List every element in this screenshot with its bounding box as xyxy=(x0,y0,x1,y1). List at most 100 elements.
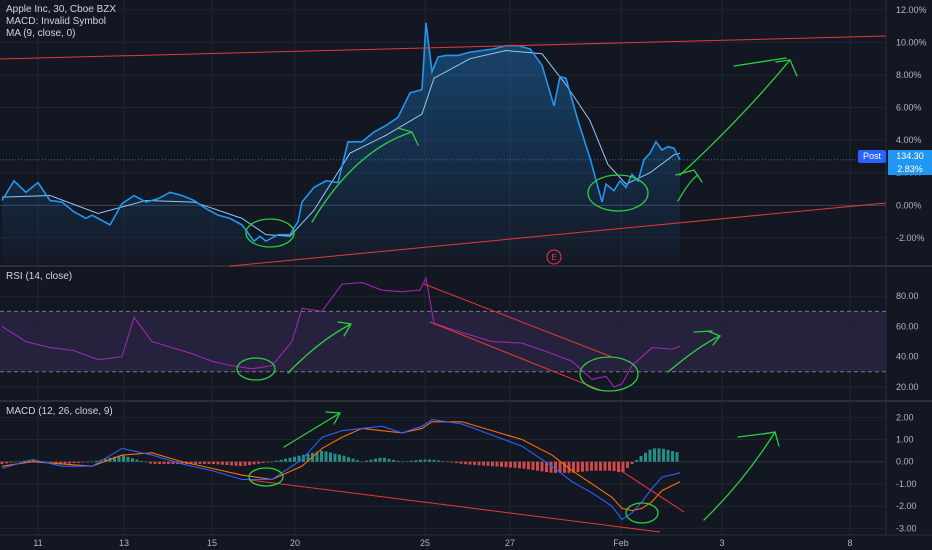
macd-histogram-bar xyxy=(122,455,125,462)
macd-histogram-bar xyxy=(446,461,449,463)
post-price-badge: 134.30 xyxy=(888,150,932,163)
macd-histogram-bar xyxy=(131,458,134,462)
macd-y-tick-label: -2.00 xyxy=(896,501,917,511)
macd-histogram-bar xyxy=(500,461,503,467)
trendline xyxy=(423,283,613,358)
macd-histogram-bar xyxy=(396,460,400,462)
macd-histogram-bar xyxy=(644,452,647,462)
macd-histogram-bar xyxy=(117,455,121,462)
macd-histogram-bar xyxy=(270,461,274,463)
macd-histogram-bar xyxy=(347,457,350,462)
macd-histogram-bar xyxy=(383,457,386,462)
macd-histogram-bar xyxy=(590,461,593,471)
macd-histogram-bar xyxy=(653,448,656,462)
macd-histogram-bar xyxy=(509,461,512,468)
macd-histogram-bar xyxy=(45,461,49,463)
post-badge: Post xyxy=(858,150,886,163)
macd-histogram-bar xyxy=(14,461,17,463)
macd-histogram-bar xyxy=(401,461,404,463)
macd-histogram-bar xyxy=(410,460,413,462)
macd-histogram-bar xyxy=(63,461,67,464)
macd-histogram-bar xyxy=(423,459,427,462)
macd-histogram-bar xyxy=(126,456,130,462)
macd-histogram-bar xyxy=(180,461,184,464)
macd-histogram-bar xyxy=(243,461,247,466)
x-tick-label: 13 xyxy=(119,538,129,548)
macd-histogram-bar xyxy=(158,461,161,464)
macd-histogram-bar xyxy=(666,449,670,462)
main-y-tick-label: -2.00% xyxy=(896,233,925,243)
macd-histogram-bar xyxy=(428,459,431,462)
macd-histogram-bar xyxy=(482,461,485,466)
macd-histogram-bar xyxy=(288,457,292,462)
macd-y-tick-label: 2.00 xyxy=(896,412,914,422)
macd-histogram-bar xyxy=(450,461,454,463)
rsi-line xyxy=(1,276,681,388)
price-area-fill xyxy=(2,22,680,264)
macd-histogram-bar xyxy=(540,461,544,472)
macd-histogram-bar xyxy=(68,461,71,464)
macd-histogram-bar xyxy=(144,461,148,463)
macd-histogram-bar xyxy=(531,461,535,471)
main-y-tick-label: 0.00% xyxy=(896,200,922,210)
main-y-tick-label: 12.00% xyxy=(896,5,927,15)
macd-histogram-bar xyxy=(225,461,229,466)
macd-histogram-bar xyxy=(320,450,323,462)
macd-histogram-bar xyxy=(140,460,143,462)
macd-histogram-bar xyxy=(135,459,139,462)
macd-histogram-bar xyxy=(662,448,665,462)
macd-histogram-bar xyxy=(635,459,638,462)
macd-y-tick-label: 1.00 xyxy=(896,435,914,445)
macd-y-tick-label: -3.00 xyxy=(896,523,917,533)
main-legend-line-1: Apple Inc, 30, Cboe BZX xyxy=(6,4,117,15)
macd-histogram-bar xyxy=(167,461,170,464)
macd-histogram-bar xyxy=(86,461,89,463)
main-y-tick-label: 8.00% xyxy=(896,70,922,80)
macd-histogram-bar xyxy=(230,461,233,466)
x-tick-label: 25 xyxy=(420,538,430,548)
macd-histogram-bar xyxy=(414,460,418,462)
trendline xyxy=(429,321,601,391)
trendline xyxy=(0,35,887,60)
macd-histogram-bar xyxy=(513,461,517,468)
macd-histogram-bar xyxy=(536,461,539,471)
macd-histogram-bar xyxy=(419,459,422,462)
macd-histogram-bar xyxy=(369,459,373,462)
green-circle-annotation xyxy=(245,218,295,248)
macd-histogram-bar xyxy=(639,455,643,462)
main-legend-line-3: MA (9, close, 0) xyxy=(6,28,76,39)
macd-histogram-bar xyxy=(171,461,175,464)
macd-histogram-bar xyxy=(284,458,287,462)
macd-histogram-bar xyxy=(0,461,4,464)
rsi-y-tick-label: 40.00 xyxy=(896,352,919,362)
macd-histogram-bar xyxy=(621,461,625,472)
macd-histogram-bar xyxy=(365,460,368,462)
macd-histogram-bar xyxy=(149,461,152,464)
macd-histogram-bar xyxy=(5,461,8,464)
macd-histogram-bar xyxy=(248,461,251,466)
x-tick-label: 15 xyxy=(207,538,217,548)
macd-histogram-bar xyxy=(59,461,62,464)
x-tick-label: 27 xyxy=(505,538,515,548)
macd-histogram-bar xyxy=(657,448,661,462)
earnings-marker xyxy=(546,249,562,265)
macd-histogram-bar xyxy=(257,461,260,464)
macd-histogram-bar xyxy=(527,461,530,470)
trendline xyxy=(619,469,685,513)
macd-histogram-bar xyxy=(617,461,620,473)
green-arrow-annotation xyxy=(737,432,771,438)
trendline xyxy=(249,479,661,533)
macd-histogram-bar xyxy=(234,461,238,466)
macd-histogram-bar xyxy=(297,455,301,462)
macd-histogram-bar xyxy=(306,453,310,462)
macd-histogram-bar xyxy=(162,461,166,464)
macd-histogram-bar xyxy=(194,461,197,464)
macd-histogram-bar xyxy=(567,461,571,473)
macd-histogram-bar xyxy=(675,452,679,462)
macd-histogram-bar xyxy=(392,459,395,462)
moving-average-line xyxy=(1,50,681,237)
macd-histogram-bar xyxy=(576,461,580,473)
green-arrow-annotation xyxy=(733,57,787,67)
x-tick-label: 8 xyxy=(847,538,852,548)
